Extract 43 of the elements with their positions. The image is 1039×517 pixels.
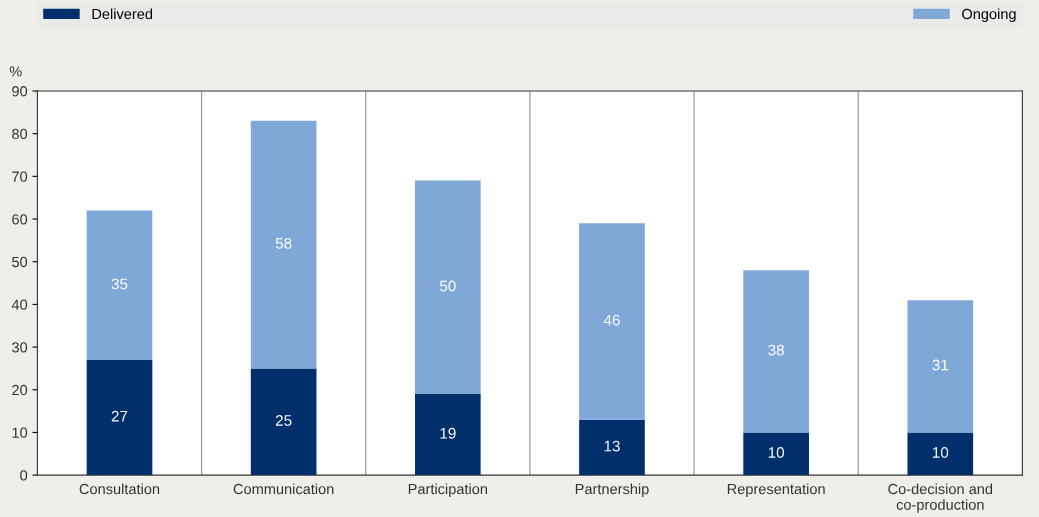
x-tick-label: Consultation [79,483,160,495]
bar [907,432,974,476]
bar [86,210,153,360]
bar [743,432,809,476]
y-tick-label: 50 [12,256,28,268]
y-tick-label: 80 [12,128,28,140]
data-label: 13 [604,440,620,452]
x-tick-label: Communication [233,483,334,495]
y-tick-label: 10 [12,427,28,438]
data-label: 35 [111,278,128,290]
bar [86,359,153,476]
y-tick-label: 20 [12,384,28,396]
data-label: 38 [768,344,784,356]
x-tick-label: Partnership [575,483,649,498]
y-tick-label: 30 [12,342,28,353]
bar [250,368,317,476]
y-tick-label: 0 [20,470,28,481]
data-label: 10 [932,447,949,458]
bar [907,300,974,433]
bar [414,394,481,476]
y-axis-title: % [9,66,22,77]
data-label: 46 [603,314,620,326]
legend-label: Ongoing [962,8,1016,23]
legend-label: Delivered [92,8,153,20]
data-label: 27 [111,410,128,422]
bar [743,270,809,433]
y-tick-label: 60 [12,214,28,225]
x-tick-label: Co-decision and co-production [888,483,993,513]
bar [579,223,645,420]
bar [579,419,645,476]
data-label: 58 [275,237,292,249]
x-tick-label: Representation [727,483,825,498]
data-label: 10 [768,447,785,458]
y-tick-label: 40 [11,299,28,310]
bar [414,180,481,395]
y-tick-label: 90 [12,86,28,97]
x-tick-label: Participation [408,483,487,498]
data-label: 50 [439,280,456,292]
bar [250,120,317,369]
y-tick-label: 70 [12,171,28,182]
data-label: 25 [275,415,292,426]
data-label: 19 [440,427,456,439]
data-label: 31 [932,359,949,371]
